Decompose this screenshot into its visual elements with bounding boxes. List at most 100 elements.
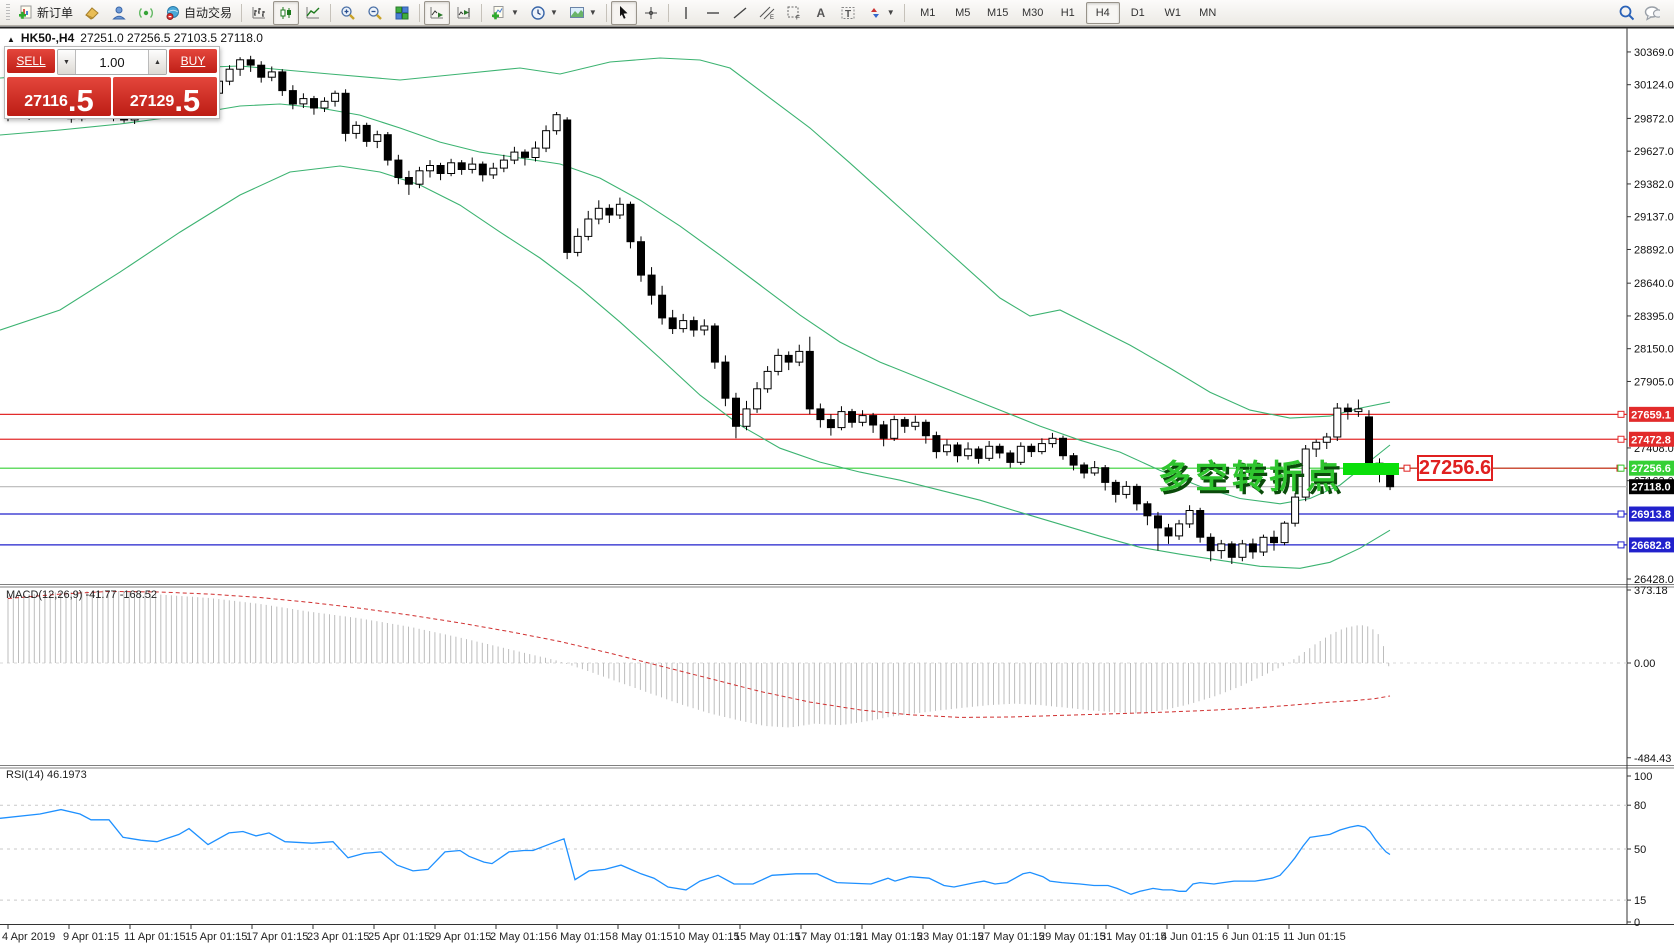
timeframe-button-w1[interactable]: W1 [1164,6,1181,19]
toolbar-grip[interactable] [6,3,10,22]
time-axis-label: 29 May 01:15 [1039,931,1106,943]
candle [331,92,340,102]
eraser-button[interactable] [79,1,105,25]
label-tool-button[interactable]: T [835,1,861,25]
timeframe-button-m15[interactable]: M15 [987,6,1009,19]
buy-price-button[interactable]: 27129 .5 [113,77,217,116]
candle [943,444,951,453]
timeframe-button-m5[interactable]: M5 [955,6,971,19]
bollinger-middle-band [0,103,1391,505]
new-order-button[interactable]: 新订单 [13,1,78,25]
indicators-button[interactable]: ▼ [486,1,524,25]
time-axis-label: 10 May 01:15 [673,931,740,943]
candle [953,444,962,457]
signal-button[interactable] [133,1,159,25]
tile-windows-button[interactable] [389,1,415,25]
rsi-tick-label: 80 [1634,800,1646,812]
timeframe-button-m30[interactable]: M30 [1022,6,1044,19]
candle [1291,496,1300,524]
new-order-icon [18,5,34,21]
templates-button[interactable]: ▼ [564,1,602,25]
timeframe-button-mn[interactable]: MN [1199,6,1217,19]
price-tick-label: 28395.0 [1634,311,1674,323]
macd-tick-label: 373.18 [1634,585,1668,597]
toolbar-separator [667,3,669,22]
fibonacci-button[interactable]: F [781,1,807,25]
timeframe-button-h4[interactable]: H4 [1085,1,1120,24]
candle [415,170,424,185]
clock-icon [530,5,546,21]
candle [679,320,688,330]
price-callout-box[interactable]: 27256.6 [1417,455,1493,481]
zoom-out-icon [367,5,383,21]
candle [710,325,719,363]
arrows-button[interactable]: ▼ [862,1,900,25]
candle [257,64,266,78]
candle [310,98,318,109]
svg-text:T: T [845,9,851,20]
candle [1016,445,1025,463]
chart-line-button[interactable] [300,1,326,25]
chat-icon[interactable] [1644,5,1660,21]
sell-price-button[interactable]: 27116 .5 [7,77,111,116]
search-icon[interactable] [1618,5,1634,21]
symbol-period-label: HK50-,H4 [20,31,75,45]
price-tag-label: 26913.8 [1631,509,1671,521]
chart-shift-button[interactable] [451,1,477,25]
volume-decrease-button[interactable]: ▼ [58,50,76,74]
turning-point-annotation: 多空转折点 [1158,458,1343,495]
periods-button[interactable]: ▼ [525,1,563,25]
volume-value[interactable]: 1.00 [76,50,148,74]
buy-price-fraction: .5 [174,82,201,118]
candle [1164,527,1173,537]
toolbar-separator [605,3,607,22]
equidistant-channel-icon: E [759,5,775,21]
time-axis-label: 27 May 01:15 [978,931,1045,943]
time-axis-label: 15 Apr 01:15 [185,931,247,943]
timeframe-button-d1[interactable]: D1 [1130,6,1145,19]
candle [700,325,709,331]
zoom-out-button[interactable] [362,1,388,25]
text-tool-icon: A [816,5,826,20]
candle [890,419,899,439]
zoom-in-button[interactable] [335,1,361,25]
volume-increase-button[interactable]: ▲ [148,50,166,74]
candle [1238,543,1247,558]
timeframe-button-m1[interactable]: M1 [920,6,936,19]
cursor-button[interactable] [610,0,637,25]
time-axis-label: 17 Apr 01:15 [246,931,308,943]
trendline-button[interactable] [727,1,753,25]
horizontal-line-button[interactable] [700,1,726,25]
rsi-tick-label: 50 [1634,844,1646,856]
autoscroll-icon [429,5,445,21]
vertical-line-button[interactable] [673,1,699,25]
time-axis-label: 4 Jun 01:15 [1161,931,1219,943]
chart-bars-button[interactable] [246,1,272,25]
price-tick-label: 26428.0 [1634,574,1674,586]
candle [1248,543,1257,553]
candle [1175,523,1184,537]
sell-button[interactable]: SELL [7,49,55,73]
price-tick-label: 29382.0 [1634,179,1674,191]
candle [510,151,519,161]
autoscroll-button[interactable] [424,0,451,25]
candle [1111,481,1120,495]
chart-candles-button[interactable] [273,0,300,25]
timeframe-button-h1[interactable]: H1 [1060,6,1075,19]
candle [489,167,498,176]
channel-button[interactable]: E [754,1,780,25]
template-icon [569,5,585,21]
arrows-icon [867,5,883,21]
profile-button[interactable] [106,1,132,25]
collapse-panel-icon[interactable]: ▲ [7,35,15,44]
crosshair-button[interactable] [638,1,664,25]
buy-button[interactable]: BUY [169,49,217,73]
price-tag [1629,406,1674,422]
candle [404,177,413,185]
autotrade-button[interactable]: 自动交易 [160,1,237,25]
time-axis-label: 23 Apr 01:15 [307,931,369,943]
svg-text:E: E [770,15,774,21]
text-tool-button[interactable]: A [808,1,834,25]
one-click-trading-panel: SELL ▼ 1.00 ▲ BUY 27116 .5 27129 .5 [4,46,220,119]
